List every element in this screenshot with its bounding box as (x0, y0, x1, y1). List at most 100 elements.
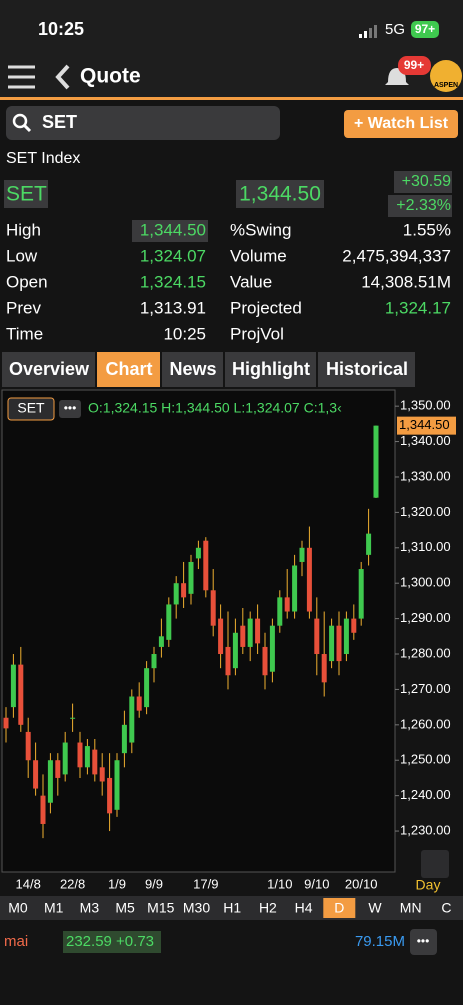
timeframe[interactable]: C (441, 900, 451, 916)
candle-body (99, 767, 105, 782)
stat-value: 2,475,394,337 (342, 246, 451, 265)
y-tick-label: 1,240.00 (400, 787, 451, 802)
candle-body (195, 547, 201, 559)
candle-body (232, 632, 238, 669)
search-box[interactable] (6, 106, 280, 140)
tab[interactable] (225, 352, 316, 387)
stat-label: Prev (6, 298, 41, 317)
fullscreen-button[interactable] (421, 850, 449, 878)
tab-label[interactable]: News (169, 359, 216, 379)
indicator-value: 232.59 +0.73 (66, 933, 154, 950)
stat-label: %Swing (230, 220, 291, 239)
timeframe[interactable]: W (368, 900, 382, 916)
y-tick-label: 1,290.00 (400, 610, 451, 625)
candle-body (351, 618, 357, 633)
y-tick-label: 1,330.00 (400, 468, 451, 483)
timeframe[interactable]: M3 (80, 900, 100, 916)
symbol: SET (6, 183, 47, 206)
candle-body (84, 746, 90, 768)
y-tick-label: 1,250.00 (400, 752, 451, 767)
candle-body (210, 590, 216, 626)
search-text[interactable]: SET (42, 112, 77, 132)
y-tick-label: 1,260.00 (400, 716, 451, 731)
x-tick-label: 9/9 (145, 876, 163, 891)
tab[interactable] (318, 352, 415, 387)
x-tick-label: 22/8 (60, 876, 85, 891)
y-tick-label: 1,300.00 (400, 575, 451, 590)
tab-label[interactable]: Highlight (232, 359, 310, 379)
candle-body (151, 654, 157, 669)
stat-label: High (6, 220, 41, 239)
candle-body (55, 760, 61, 778)
tab[interactable] (97, 352, 160, 387)
period-label[interactable]: Day (416, 877, 441, 893)
status-time: 10:25 (38, 19, 84, 39)
candle-body (373, 425, 379, 498)
change-pct-box (388, 195, 452, 217)
stat-value: 1,324.15 (140, 272, 206, 291)
more-button[interactable] (59, 400, 81, 418)
y-tick-label: 1,320.00 (400, 504, 451, 519)
stat-value: 1,344.50 (140, 220, 206, 239)
tab[interactable] (2, 352, 95, 387)
x-tick-label: 20/10 (345, 876, 378, 891)
candle-body (299, 547, 305, 562)
indicator-more[interactable] (410, 929, 437, 955)
stat-value: 10:25 (163, 324, 206, 343)
timeframe[interactable]: M30 (183, 900, 210, 916)
candle-body (114, 760, 120, 810)
timeframe[interactable]: H4 (295, 900, 313, 916)
logo-text[interactable]: ASPEN (434, 82, 458, 89)
candle-body (321, 654, 327, 683)
last-price: 1,344.50 (239, 183, 321, 206)
y-tick-label: 1,340.00 (400, 433, 451, 448)
menu-icon[interactable] (8, 65, 35, 89)
timeframe[interactable]: M1 (44, 900, 64, 916)
page-title: Quote (80, 65, 141, 88)
network: 5G (385, 21, 405, 38)
x-tick-label: 14/8 (16, 876, 41, 891)
stat-value: 1,324.17 (385, 298, 451, 317)
top-bar (0, 0, 463, 98)
indicator-value-box (63, 931, 161, 953)
watch-list-button[interactable] (344, 110, 458, 138)
timeframe[interactable]: H1 (223, 900, 241, 916)
stat-value: 1,313.91 (140, 298, 206, 317)
candle-body (144, 668, 150, 708)
more-icon: ••• (417, 934, 430, 948)
candle-body (269, 625, 275, 672)
candle-body (181, 583, 187, 598)
stat-value: 14,308.51M (361, 272, 451, 291)
timeframe[interactable]: MN (400, 900, 422, 916)
timeframe[interactable]: M0 (8, 900, 28, 916)
candle-body (218, 618, 224, 655)
tab[interactable] (162, 352, 223, 387)
candle-body (366, 533, 372, 555)
candle-body (18, 664, 24, 725)
y-tick-label: 1,270.00 (400, 681, 451, 696)
watch-list-label[interactable]: + Watch List (354, 115, 449, 132)
candle-body (306, 547, 312, 612)
timeframe-bar (0, 896, 463, 920)
timeframe[interactable]: M5 (115, 900, 135, 916)
candle-body (173, 583, 179, 605)
y-tick-label: 1,310.00 (400, 539, 451, 554)
tab-label[interactable]: Historical (326, 359, 408, 379)
tab-label[interactable]: Overview (9, 359, 90, 379)
timeframe[interactable]: M15 (147, 900, 174, 916)
stat-value: 1.55% (403, 220, 451, 239)
candle-body (136, 696, 142, 711)
last-price-tag (397, 416, 456, 435)
y-tick-label: 1,350.00 (400, 398, 451, 413)
candle-body (107, 777, 113, 814)
tab-label[interactable]: Chart (105, 359, 152, 379)
candle-body (225, 646, 231, 676)
timeframe[interactable]: D (334, 900, 344, 916)
more-icon: ••• (64, 401, 77, 415)
candle-body (10, 664, 16, 708)
candle-body (158, 636, 164, 647)
logo[interactable] (430, 60, 462, 92)
timeframe[interactable]: H2 (259, 900, 277, 916)
back-icon[interactable] (55, 64, 70, 90)
